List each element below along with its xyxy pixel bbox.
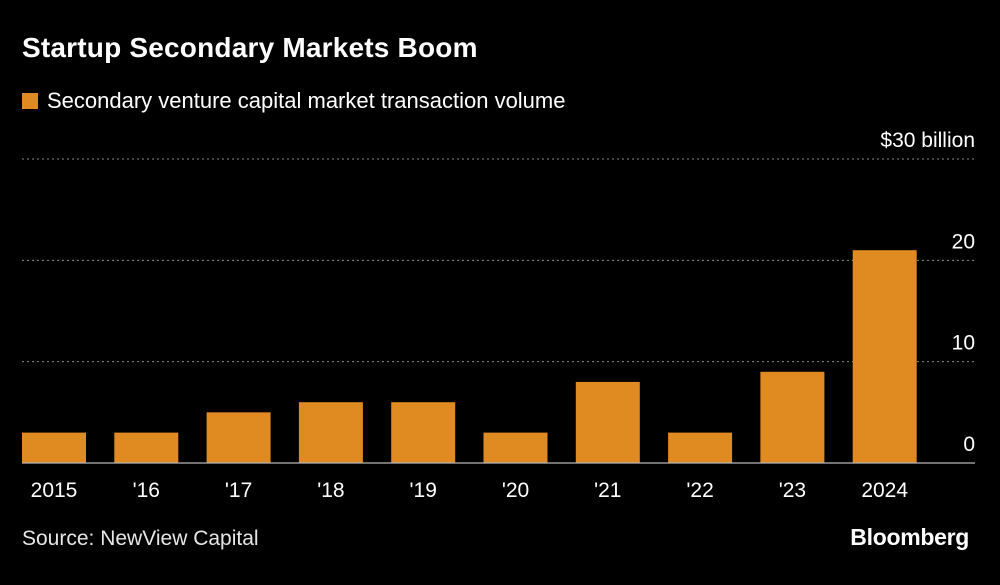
x-tick-label-2024: 2024 [861,479,908,502]
legend-label: Secondary venture capital market transac… [47,88,566,113]
x-tick-label-20: '20 [502,479,529,502]
x-tick-label-19: '19 [410,479,437,502]
x-tick-label-21: '21 [594,479,621,502]
x-tick-label-18: '18 [317,479,344,502]
bloomberg-logo: Bloomberg [850,524,969,550]
bar-21 [575,381,640,463]
x-tick-label-2015: 2015 [31,479,78,502]
bar-20 [483,432,548,463]
x-tick-label-22: '22 [686,479,713,502]
legend-swatch [22,93,38,109]
bar-23 [760,371,825,463]
chart-legend: Secondary venture capital market transac… [22,88,565,114]
source-note: Source: NewView Capital [22,527,259,550]
bar-2015 [22,432,86,463]
y-tick-label-0: 0 [963,433,975,456]
x-tick-label-16: '16 [133,479,160,502]
bar-16 [114,432,179,463]
y-tick-label-30: $30 billion [880,129,975,152]
bar-17 [206,412,271,463]
chart-title: Startup Secondary Markets Boom [22,32,478,63]
bar-18 [298,402,363,463]
bar-22 [668,432,733,463]
x-tick-label-17: '17 [225,479,252,502]
y-tick-label-20: 20 [952,230,975,253]
x-tick-label-23: '23 [779,479,806,502]
bar-2024 [852,250,917,463]
bar-19 [391,402,456,463]
y-tick-label-10: 10 [952,332,975,355]
